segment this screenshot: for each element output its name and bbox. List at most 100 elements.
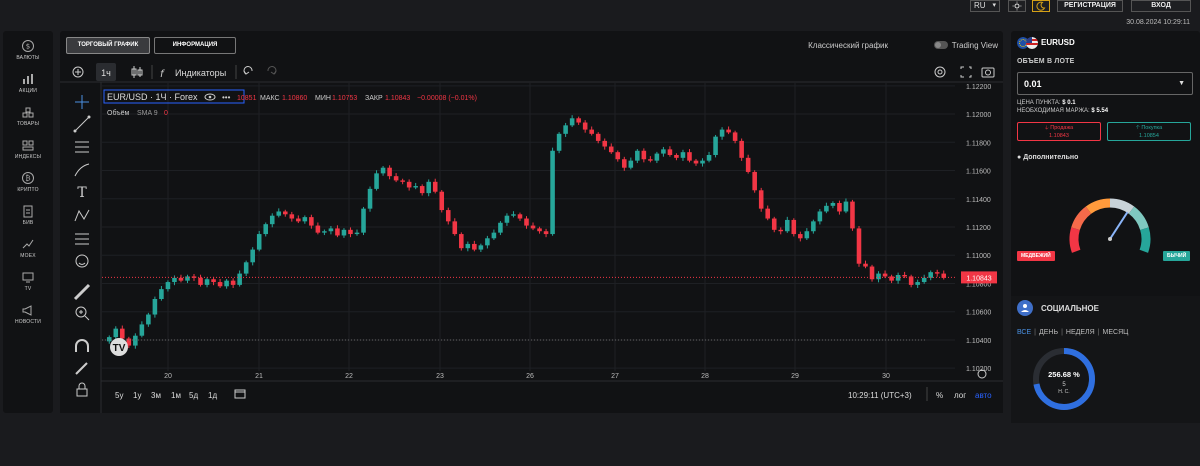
sidebar-item-indices[interactable]: ИНДЕКСЫ — [3, 138, 53, 160]
sidebar-item-crypto[interactable]: ₿ КРИПТО — [3, 171, 53, 193]
emoji-icon[interactable] — [75, 254, 89, 268]
candle-body — [752, 171, 757, 191]
language-select[interactable]: RU ▾ — [970, 0, 1000, 12]
svg-text:TV: TV — [113, 343, 126, 354]
sidebar-item-moex[interactable]: MOEX — [3, 237, 53, 259]
candle-body — [126, 338, 132, 346]
brush-icon[interactable] — [74, 163, 90, 177]
candle-body — [804, 231, 810, 239]
range-button-3м[interactable]: 3м — [151, 391, 161, 400]
buy-button[interactable]: 🡡 Покупка 1.10854 — [1107, 122, 1191, 141]
period-week[interactable]: НЕДЕЛЯ — [1065, 329, 1095, 336]
candle-body — [419, 186, 425, 194]
period-day[interactable]: ДЕНЬ — [1039, 329, 1059, 336]
magnet-icon[interactable] — [75, 339, 89, 352]
candle-body — [654, 153, 660, 161]
ruler-icon[interactable] — [73, 283, 91, 301]
gauge-segment — [1109, 198, 1135, 214]
date-range-icon[interactable] — [234, 389, 246, 399]
zoom-in-icon[interactable] — [75, 306, 90, 321]
y-tick-label: 1.10400 — [966, 338, 991, 345]
candle-type-icon[interactable] — [131, 66, 143, 78]
interval-button[interactable] — [96, 63, 116, 81]
sell-button[interactable]: 🡣 Продажа 1.10843 — [1017, 122, 1101, 141]
tab-information[interactable]: ИНФОРМАЦИЯ — [154, 37, 236, 54]
sidebar-item-biv[interactable]: БИВ — [3, 204, 53, 226]
fib-icon[interactable] — [75, 141, 89, 153]
candle-body — [230, 280, 236, 285]
point-price-label: ЦЕНА ПУНКТА: — [1017, 100, 1061, 106]
sidebar-item-tv[interactable]: TV — [3, 270, 53, 292]
candle-body — [432, 181, 438, 192]
pencil-lock-icon[interactable] — [75, 362, 88, 375]
y-tick-label: 1.11000 — [966, 253, 991, 260]
sidebar-item-commodities[interactable]: ТОВАРЫ — [3, 105, 53, 127]
range-button-1y[interactable]: 1y — [133, 391, 141, 400]
arrow-down-icon: 🡣 — [1044, 125, 1049, 131]
x-tick-label: 28 — [701, 373, 709, 380]
candle-body — [380, 167, 386, 174]
prediction-icon[interactable] — [75, 233, 89, 245]
range-button-5д[interactable]: 5д — [189, 391, 198, 400]
auto-toggle[interactable]: авто — [975, 391, 992, 400]
indicators-button[interactable]: Индикаторы — [175, 68, 226, 78]
text-tool-icon[interactable]: T — [77, 185, 87, 201]
tab-trading-chart[interactable]: ТОРГОВЫЙ ГРАФИК — [66, 37, 150, 54]
candle-body — [302, 217, 308, 222]
undo-icon[interactable] — [243, 66, 253, 75]
goto-realtime-icon[interactable] — [977, 369, 987, 379]
lock-icon[interactable] — [76, 382, 88, 397]
candle-body — [120, 328, 125, 339]
percent-toggle[interactable]: % — [936, 391, 943, 400]
y-tick-label: 1.12000 — [966, 112, 991, 119]
candle-body — [361, 208, 366, 233]
camera-icon[interactable] — [981, 67, 995, 78]
eye-icon[interactable] — [204, 93, 216, 101]
sidebar-item-currencies[interactable]: $ ВАЛЮТЫ — [3, 39, 53, 61]
price-chart[interactable]: 1.12200 1.12000 1.11800 1.11600 1.11400 1.112… — [60, 31, 1003, 413]
candle-body — [250, 249, 255, 263]
sell-label: Продажа — [1050, 125, 1074, 131]
period-all[interactable]: ВСЕ — [1017, 329, 1032, 336]
candle-body — [784, 219, 790, 232]
fullscreen-icon[interactable] — [960, 66, 972, 78]
trendline-icon[interactable] — [73, 115, 91, 133]
candle-body — [139, 324, 145, 336]
login-button[interactable]: ВХОД — [1131, 0, 1191, 12]
register-button[interactable]: РЕГИСТРАЦИЯ — [1057, 0, 1123, 12]
add-icon[interactable] — [72, 66, 84, 78]
candle-body — [263, 224, 269, 235]
trading-view-label: Trading View — [951, 41, 998, 50]
candle-body — [465, 243, 471, 249]
sidebar-item-news[interactable]: НОВОСТИ — [3, 303, 53, 325]
gauge-needle — [1109, 211, 1129, 240]
volume-select[interactable]: 0.01 ▼ — [1017, 72, 1193, 95]
chart-mode-toggle[interactable] — [934, 41, 948, 49]
candle-body — [569, 118, 575, 126]
range-button-1м[interactable]: 1м — [171, 391, 181, 400]
pattern-icon[interactable] — [74, 209, 90, 222]
crosshair-icon[interactable] — [75, 95, 89, 109]
settings-icon[interactable] — [934, 66, 946, 78]
volume-sma: SMA 9 — [137, 110, 158, 117]
margin-value: $ 5.54 — [1091, 108, 1109, 114]
log-toggle[interactable]: лог — [954, 391, 966, 400]
candle-body — [556, 133, 562, 151]
candle-body — [869, 266, 875, 280]
candle-body — [328, 228, 334, 232]
candle-body — [928, 272, 933, 278]
light-theme-button[interactable] — [1008, 0, 1026, 12]
indicators-icon[interactable]: f — [160, 69, 165, 80]
symbol-box[interactable] — [103, 89, 245, 104]
sidebar-item-stocks[interactable]: АКЦИИ — [3, 72, 53, 94]
range-button-1д[interactable]: 1д — [208, 391, 217, 400]
additional-toggle[interactable]: ● Дополнительно — [1017, 154, 1078, 161]
dark-theme-button[interactable] — [1032, 0, 1050, 12]
period-tabs: ВСЕ | ДЕНЬ | НЕДЕЛЯ | МЕСЯЦ — [1017, 329, 1129, 336]
more-icon[interactable]: ••• — [222, 93, 231, 102]
high-value: 1.10860 — [282, 95, 307, 102]
period-month[interactable]: МЕСЯЦ — [1102, 329, 1129, 336]
volume-value: 0 — [164, 110, 168, 117]
candle-body — [771, 218, 777, 230]
range-button-5y[interactable]: 5y — [115, 391, 123, 400]
